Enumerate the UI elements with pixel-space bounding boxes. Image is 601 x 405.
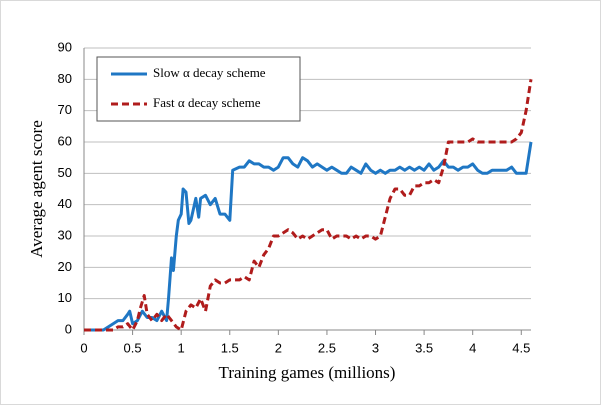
x-tick-label: 0.5 [124,340,142,355]
x-tick-label: 1.5 [221,340,239,355]
x-tick-label: 2.5 [318,340,336,355]
x-tick-label: 4.5 [512,340,530,355]
x-axis-title: Training games (millions) [219,363,396,382]
y-tick-label: 40 [58,196,72,211]
x-tick-label: 0 [80,340,87,355]
legend-box [96,56,301,122]
legend-label: Slow α decay scheme [153,65,266,80]
y-tick-label: 60 [58,133,72,148]
y-tick-label: 90 [58,39,72,54]
series-line [84,79,533,332]
y-tick-label: 70 [58,102,72,117]
y-tick-label: 80 [58,71,72,86]
series-line [84,141,533,332]
y-axis-title: Average agent score [27,120,46,258]
x-tick-label: 1 [178,340,185,355]
legend-label: Fast α decay scheme [153,95,261,110]
y-tick-label: 0 [65,321,72,336]
x-tick-label: 2 [275,340,282,355]
y-tick-label: 30 [58,227,72,242]
x-tick-label: 3 [372,340,379,355]
x-tick-label: 3.5 [415,340,433,355]
x-tick-label: 4 [469,340,476,355]
y-tick-label: 20 [58,259,72,274]
y-tick-label: 10 [58,290,72,305]
y-tick-label: 50 [58,165,72,180]
